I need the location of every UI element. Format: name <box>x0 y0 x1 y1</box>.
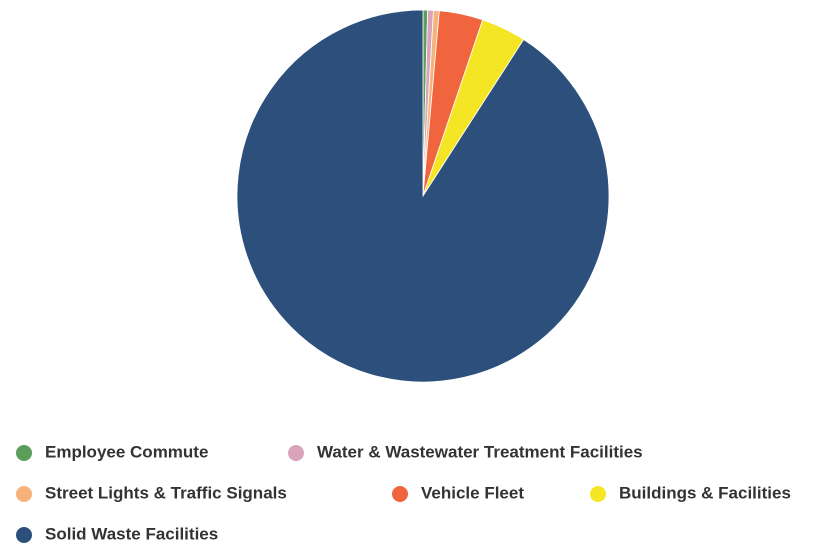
legend-swatch <box>16 486 32 502</box>
legend-swatch <box>16 527 32 543</box>
legend-swatch <box>16 445 32 461</box>
legend-label: Vehicle Fleet <box>421 483 524 502</box>
legend-label: Solid Waste Facilities <box>45 524 218 543</box>
legend-label: Buildings & Facilities <box>619 483 791 502</box>
legend-swatch <box>590 486 606 502</box>
legend-label: Water & Wastewater Treatment Facilities <box>317 442 643 461</box>
legend-swatch <box>288 445 304 461</box>
legend-label: Street Lights & Traffic Signals <box>45 483 287 502</box>
legend-label: Employee Commute <box>45 442 208 461</box>
pie-slice <box>236 9 610 383</box>
legend-swatch <box>392 486 408 502</box>
